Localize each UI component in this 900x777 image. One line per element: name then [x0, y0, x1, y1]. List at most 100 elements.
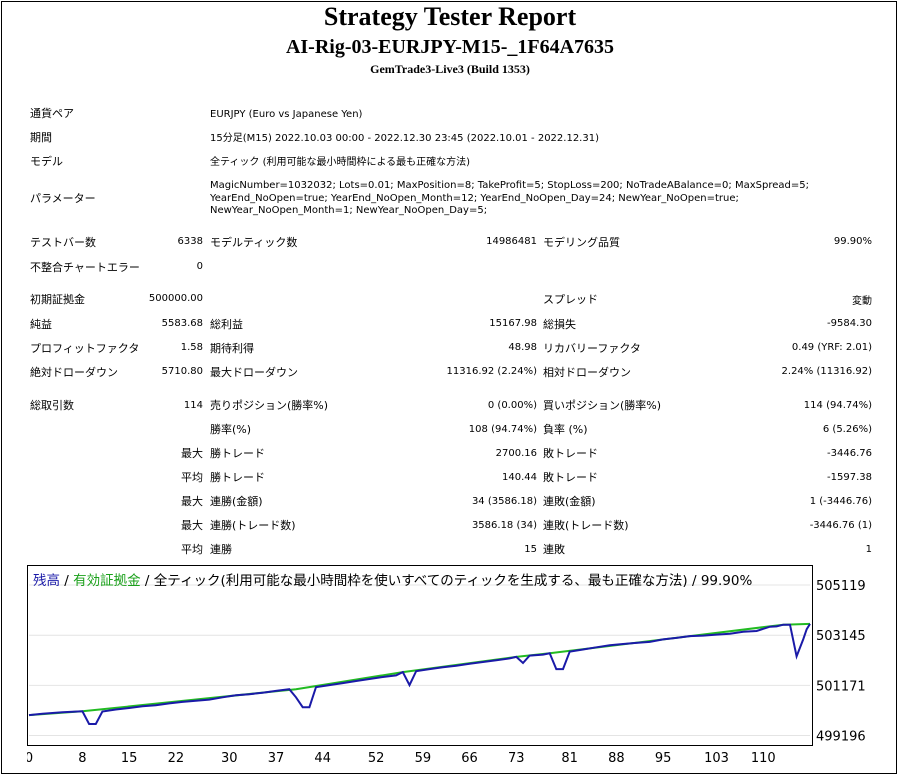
x-tick-label: 37 [268, 751, 285, 766]
trades-value: 114 [183, 400, 203, 411]
chart-y-axis: 505119 503145 501171 499196 [816, 579, 866, 744]
avg-loss-label: 敗トレード [543, 471, 598, 484]
max-prefix: 最大 [181, 495, 203, 508]
params-line: MagicNumber=1032032; Lots=0.01; MaxPosit… [210, 180, 809, 191]
max-dd-label: 最大ドローダウン [210, 366, 298, 379]
expected-label: 期待利得 [210, 342, 254, 355]
cons-loss-cnt-value: -3446.76 (1) [809, 520, 872, 531]
short-value: 0 (0.00%) [487, 400, 537, 411]
y-tick-label: 503145 [816, 629, 866, 644]
balance-line [28, 623, 811, 725]
y-tick-label: 499196 [816, 729, 866, 744]
ticks-label: モデルティック数 [210, 236, 298, 249]
legend-description: / 全ティック(利用可能な最小時間枠を使いすべてのティックを生成する、最も正確な… [140, 573, 753, 589]
x-tick-label: 8 [78, 751, 86, 766]
legend-equity: 有効証拠金 [73, 573, 141, 589]
pf-value: 1.58 [180, 342, 203, 353]
x-tick-label: 15 [121, 751, 138, 766]
x-tick-label: 95 [655, 751, 672, 766]
period-label: 期間 [30, 131, 52, 144]
recovery-label: リカバリーファクタ [543, 342, 641, 355]
long-label: 買いポジション(勝率%) [543, 399, 662, 412]
chart-legend: 残高 / 有効証拠金 / 全ティック(利用可能な最小時間枠を使いすべてのティック… [33, 569, 752, 589]
spread-value: 変動 [852, 296, 872, 307]
cons-loss-amt-label: 連敗(金額) [543, 495, 596, 508]
cons-loss-cnt-label: 連敗(トレード数) [543, 519, 629, 532]
spread-label: スプレッド [543, 293, 598, 306]
max-loss-label: 敗トレード [543, 447, 598, 460]
cons-win-amt-label: 連勝(金額) [210, 495, 263, 508]
x-tick-label: 0 [27, 751, 33, 766]
cons-loss-amt-value: 1 (-3446.76) [809, 496, 872, 507]
short-label: 売りポジション(勝率%) [210, 399, 329, 412]
model-value: 全ティック (利用可能な最小時間枠による最も正確な方法) [210, 157, 471, 168]
abs-dd-label: 絶対ドローダウン [30, 366, 118, 379]
report-subtitle: AI-Rig-03-EURJPY-M15-_1F64A7635 [285, 36, 615, 58]
abs-dd-value: 5710.80 [161, 366, 203, 377]
gross-loss-value: -9584.30 [827, 318, 872, 329]
chart-plot-area [27, 565, 813, 746]
rel-dd-value: 2.24% (11316.92) [781, 366, 872, 377]
x-tick-label: 30 [221, 751, 238, 766]
avg-cons-loss-value: 1 [865, 544, 872, 555]
x-tick-label: 59 [415, 751, 432, 766]
x-tick-label: 44 [314, 751, 331, 766]
lossrate-label: 負率 (%) [543, 423, 588, 436]
server-build: GemTrade3-Live3 (Build 1353) [370, 62, 530, 76]
bars-label: テストバー数 [30, 236, 96, 249]
avg-win-value: 140.44 [502, 472, 537, 483]
deposit-label: 初期証拠金 [30, 293, 85, 306]
model-label: モデル [30, 155, 63, 168]
avg-cons-loss-label: 連敗 [543, 543, 565, 556]
rel-dd-label: 相対ドローダウン [543, 366, 631, 379]
report-title: Strategy Tester Report [323, 2, 577, 31]
x-tick-label: 66 [461, 751, 478, 766]
trades-label: 総取引数 [30, 399, 74, 412]
cons-win-amt-value: 34 (3586.18) [471, 496, 537, 507]
errors-label: 不整合チャートエラー [30, 261, 140, 274]
x-tick-label: 103 [704, 751, 729, 766]
avg-cons-win-value: 15 [524, 544, 537, 555]
net-label: 純益 [30, 318, 52, 331]
pair-value: EURJPY (Euro vs Japanese Yen) [210, 109, 363, 120]
avg-prefix: 平均 [181, 543, 203, 556]
recovery-value: 0.49 (YRF: 2.01) [791, 342, 872, 353]
gross-profit-value: 15167.98 [489, 318, 537, 329]
errors-value: 0 [196, 261, 203, 272]
max-prefix: 最大 [181, 447, 203, 460]
chart-x-axis: 0 8 15 22 30 37 44 52 59 66 73 81 88 95 103 110 [27, 751, 776, 766]
params-label: パラメーター [30, 192, 96, 205]
max-win-label: 勝トレード [210, 447, 265, 460]
x-tick-label: 73 [508, 751, 525, 766]
balance-chart: 505119 503145 501171 499196 0 8 15 22 30 37 44 52 5… [27, 565, 866, 766]
avg-cons-win-label: 連勝 [210, 543, 232, 556]
avg-prefix: 平均 [181, 471, 203, 484]
expected-value: 48.98 [508, 342, 537, 353]
x-tick-label: 22 [168, 751, 185, 766]
chart-grid [29, 584, 810, 736]
max-loss-value: -3446.76 [827, 448, 872, 459]
long-value: 114 (94.74%) [803, 400, 872, 411]
pair-label: 通貨ペア [30, 107, 74, 120]
gross-profit-label: 総利益 [210, 318, 243, 331]
chart-lines [28, 622, 811, 725]
params-line: NewYear_NoOpen_Month=1; NewYear_NoOpen_D… [210, 205, 488, 216]
y-tick-label: 501171 [816, 679, 866, 694]
cons-win-cnt-label: 連勝(トレード数) [210, 519, 296, 532]
legend-balance: 残高 [33, 573, 60, 589]
y-tick-label: 505119 [816, 579, 866, 594]
max-prefix: 最大 [181, 519, 203, 532]
winrate-value: 108 (94.74%) [468, 424, 537, 435]
cons-win-cnt-value: 3586.18 (34) [471, 520, 537, 531]
period-value: 15分足(M15) 2022.10.03 00:00 - 2022.12.30 … [210, 133, 599, 144]
x-tick-label: 88 [608, 751, 625, 766]
winrate-label: 勝率(%) [210, 423, 252, 436]
bars-value: 6338 [177, 236, 203, 247]
params-line: YearEnd_NoOpen=true; YearEnd_NoOpen_Mont… [210, 192, 739, 204]
avg-win-label: 勝トレード [210, 471, 265, 484]
x-tick-label: 110 [751, 751, 776, 766]
x-tick-label: 52 [368, 751, 385, 766]
pf-label: プロフィットファクタ [30, 342, 140, 355]
legend-separator: / [60, 573, 74, 589]
